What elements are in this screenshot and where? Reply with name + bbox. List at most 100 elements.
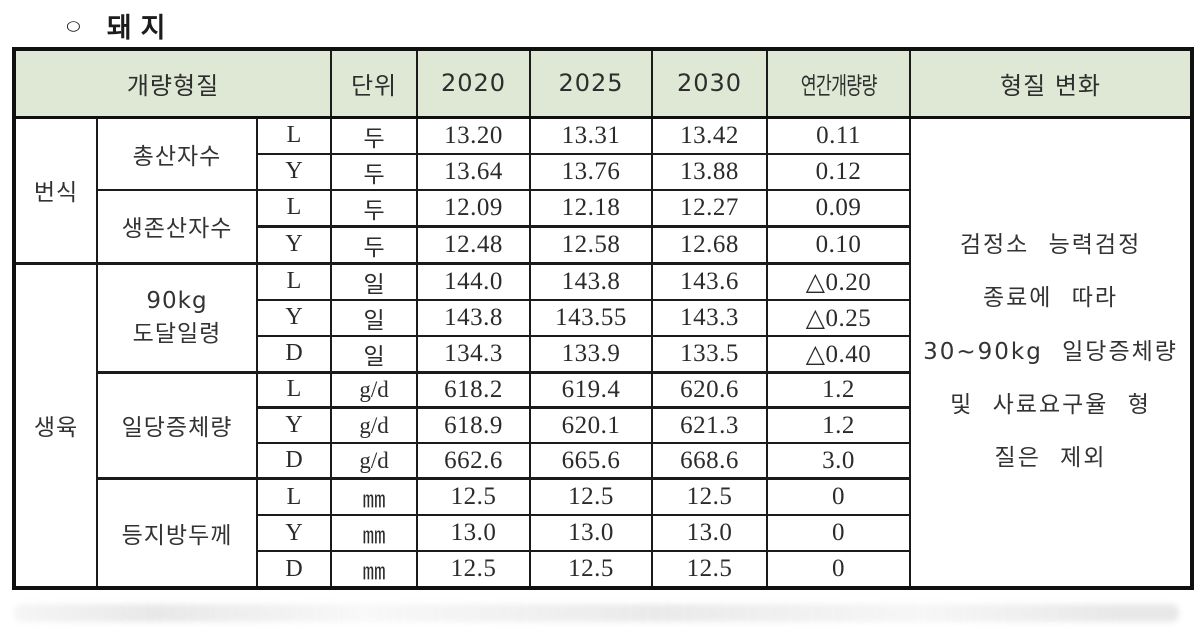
value-2020: 12.5 [416, 550, 532, 590]
value-2030: 620.6 [651, 370, 769, 409]
unit-value: 두 [330, 152, 419, 191]
table-row: Y 두 12.48 12.58 12.68 0.10 [14, 224, 1192, 264]
value-annual-gain: 1.2 [766, 406, 912, 445]
unit-value: 일 [330, 261, 419, 301]
unit-value: ㎜ [330, 514, 419, 553]
value-annual-gain: 0 [766, 550, 912, 590]
value-2020: 144.0 [416, 261, 532, 301]
breed-code: Y [255, 514, 333, 553]
page-title-text: 돼지 [106, 13, 175, 44]
table-row: Y 두 13.64 13.76 13.88 0.12 [14, 152, 1192, 191]
breed-code: L [255, 188, 333, 227]
value-2030: 133.5 [651, 334, 769, 373]
value-annual-gain: △0.25 [766, 298, 912, 337]
value-2020: 662.6 [416, 442, 532, 480]
circle-bullet-icon: ○ [66, 17, 81, 34]
value-2020: 13.64 [416, 152, 532, 191]
trait-change-note: 검정소 능력검정 종료에 따라 30~90kg 일당증체량 및 사료요구율 형 … [909, 115, 1194, 590]
value-2030: 13.88 [651, 152, 769, 191]
table-row: 등지방두께 L ㎜ 12.5 12.5 12.5 0 [14, 477, 1192, 590]
header-trait-change: 형질 변화 [909, 48, 1194, 119]
value-annual-gain: 0.10 [766, 224, 912, 264]
unit-value: ㎜ [330, 550, 419, 590]
breed-code: L [255, 477, 333, 517]
value-2030: 12.5 [651, 477, 769, 517]
unit-value: g/d [330, 406, 419, 445]
table-row: 번식 총산자수 L 두 13.20 13.31 13.42 0.11 검정소 능… [13, 115, 1194, 590]
header-2030: 2030 [651, 48, 769, 119]
value-2020: 618.9 [416, 406, 532, 445]
unit-value: 두 [330, 116, 419, 155]
value-annual-gain: △0.40 [766, 334, 912, 373]
value-2025: 13.76 [529, 152, 654, 191]
unit-value: g/d [330, 442, 419, 480]
table-row: 생육 90kg 도달일령 L 일 144.0 143.8 143.6 △0.20 [13, 261, 1192, 590]
value-2030: 143.3 [651, 298, 769, 337]
value-2030: 621.3 [651, 406, 769, 445]
table-row: Y ㎜ 13.0 13.0 13.0 0 [14, 514, 1192, 553]
value-annual-gain: 0.09 [766, 188, 912, 227]
breed-code: Y [255, 406, 333, 445]
header-2025: 2025 [529, 48, 654, 119]
value-2025: 12.5 [529, 477, 654, 517]
value-annual-gain: 0.11 [766, 116, 912, 155]
value-annual-gain: △0.20 [766, 261, 912, 301]
header-row: 개량형질 단위 2020 2025 2030 연간개량량 형질 변화 [12, 48, 1194, 119]
table-row: Y 일 143.8 143.55 143.3 △0.25 [14, 298, 1192, 337]
value-2030: 12.68 [651, 224, 769, 264]
value-2020: 12.5 [416, 477, 532, 517]
value-2025: 13.31 [529, 116, 654, 155]
value-annual-gain: 0.12 [766, 152, 912, 191]
value-2025: 143.55 [529, 298, 654, 337]
value-2025: 619.4 [529, 370, 654, 409]
value-2020: 13.0 [416, 514, 532, 553]
value-2020: 618.2 [416, 370, 532, 409]
value-2020: 13.20 [416, 116, 532, 155]
value-2020: 12.48 [416, 224, 532, 264]
scan-noise-artifact [14, 604, 1179, 622]
value-2020: 134.3 [416, 334, 532, 373]
value-2025: 620.1 [529, 406, 654, 445]
trait-label-total-born: 총산자수 [96, 116, 258, 191]
section-label-growth: 생육 [13, 261, 98, 590]
value-2030: 668.6 [651, 442, 769, 480]
value-2025: 12.18 [529, 188, 654, 227]
breed-code: Y [255, 298, 333, 337]
breed-code: Y [255, 152, 333, 191]
table-row: D ㎜ 12.5 12.5 12.5 0 [14, 550, 1192, 590]
value-2030: 143.6 [651, 261, 769, 301]
value-2020: 12.09 [416, 188, 532, 227]
value-annual-gain: 3.0 [766, 442, 912, 480]
value-annual-gain: 0 [766, 477, 912, 517]
table-row: 생존산자수 L 두 12.09 12.18 12.27 0.09 [14, 188, 1192, 264]
value-annual-gain: 0 [766, 514, 912, 553]
pig-improvement-table: 개량형질 단위 2020 2025 2030 연간개량량 형질 변화 번식 총산… [12, 47, 1195, 591]
value-2020: 143.8 [416, 298, 532, 337]
value-2030: 12.27 [651, 188, 769, 227]
table-row: 일당증체량 L g/d 618.2 619.4 620.6 1.2 [14, 370, 1192, 480]
header-2020: 2020 [416, 48, 532, 119]
breed-code: D [255, 442, 333, 480]
breed-code: D [255, 334, 333, 373]
section-label-breeding: 번식 [13, 116, 98, 264]
breed-code: Y [255, 224, 333, 264]
header-trait: 개량형질 [12, 48, 333, 119]
unit-value: 일 [330, 334, 419, 373]
header-annual-gain: 연간개량량 [766, 48, 912, 119]
value-2025: 133.9 [529, 334, 654, 373]
page-title: ○ 돼지 [66, 6, 175, 45]
table-row: D 일 134.3 133.9 133.5 △0.40 [14, 334, 1192, 373]
value-2025: 13.0 [529, 514, 654, 553]
unit-value: 두 [330, 188, 419, 227]
value-annual-gain: 1.2 [766, 370, 912, 409]
value-2025: 143.8 [529, 261, 654, 301]
trait-label-born-alive: 생존산자수 [96, 188, 258, 264]
value-2025: 12.58 [529, 224, 654, 264]
header-unit: 단위 [330, 48, 419, 119]
value-2025: 665.6 [529, 442, 654, 480]
unit-value: g/d [330, 370, 419, 409]
value-2030: 13.42 [651, 116, 769, 155]
breed-code: L [255, 261, 333, 301]
table-row: D g/d 662.6 665.6 668.6 3.0 [14, 442, 1192, 480]
breed-code: D [255, 550, 333, 590]
